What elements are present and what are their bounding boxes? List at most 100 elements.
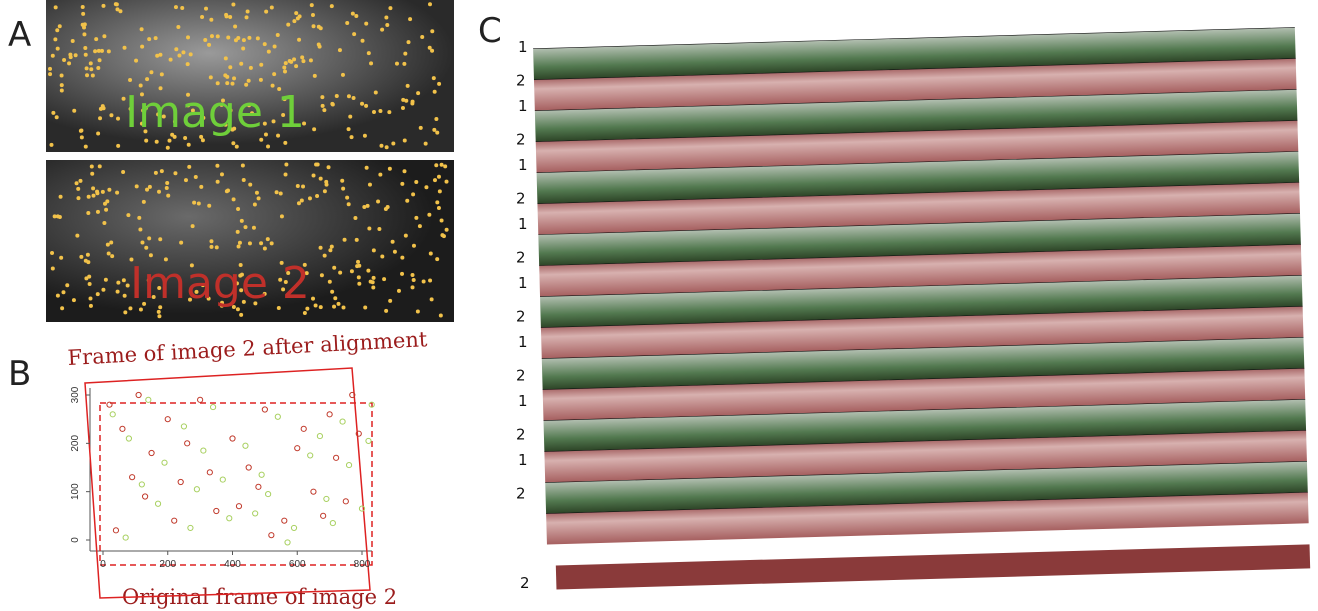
marker-dot — [366, 269, 370, 273]
marker-dot — [419, 126, 423, 130]
marker-dot — [352, 96, 356, 100]
row-label: 1 — [518, 274, 528, 292]
point — [330, 520, 335, 525]
marker-dot — [296, 184, 300, 188]
marker-dot — [354, 14, 358, 18]
marker-dot — [187, 143, 191, 147]
point — [107, 402, 112, 407]
original-frame — [100, 403, 372, 565]
marker-dot — [368, 183, 372, 187]
marker-dot — [319, 26, 323, 30]
marker-dot — [352, 32, 356, 36]
marker-dot — [247, 36, 251, 40]
marker-dot — [93, 49, 97, 53]
marker-dot — [147, 236, 151, 240]
marker-dot — [244, 225, 248, 229]
marker-dot — [430, 29, 434, 33]
marker-dot — [90, 172, 94, 176]
point — [246, 465, 251, 470]
marker-dot — [106, 243, 110, 247]
marker-dot — [435, 257, 439, 261]
point — [130, 475, 135, 480]
marker-dot — [259, 241, 263, 245]
marker-dot — [372, 276, 376, 280]
marker-dot — [123, 310, 127, 314]
marker-dot — [233, 25, 237, 29]
marker-dot — [320, 273, 324, 277]
marker-dot — [422, 280, 426, 284]
marker-dot — [311, 13, 315, 17]
marker-dot — [176, 25, 180, 29]
marker-dot — [242, 178, 246, 182]
marker-dot — [414, 216, 418, 220]
marker-dot — [255, 191, 259, 195]
marker-dot — [96, 292, 100, 296]
marker-dot — [216, 81, 220, 85]
marker-dot — [341, 187, 345, 191]
marker-dot — [134, 59, 138, 63]
row-label: 1 — [518, 215, 528, 233]
marker-dot — [241, 46, 245, 50]
marker-dot — [148, 185, 152, 189]
marker-dot — [84, 276, 88, 280]
row-label: 2 — [516, 367, 526, 385]
marker-dot — [187, 165, 191, 169]
marker-dot — [282, 66, 286, 70]
marker-dot — [50, 251, 54, 255]
marker-dot — [288, 59, 292, 63]
point — [317, 433, 322, 438]
point — [149, 450, 154, 455]
point — [334, 455, 339, 460]
marker-dot — [81, 5, 85, 9]
marker-dot — [89, 304, 93, 308]
marker-dot — [242, 38, 246, 42]
marker-dot — [397, 289, 401, 293]
marker-dot — [100, 49, 104, 53]
marker-dot — [107, 252, 111, 256]
point — [178, 479, 183, 484]
marker-dot — [61, 290, 65, 294]
marker-dot — [215, 164, 219, 168]
marker-dot — [428, 2, 432, 6]
marker-dot — [67, 61, 71, 65]
point — [230, 436, 235, 441]
point — [324, 496, 329, 501]
marker-dot — [280, 214, 284, 218]
marker-dot — [194, 175, 198, 179]
marker-dot — [350, 269, 354, 273]
marker-dot — [91, 73, 95, 77]
marker-dot — [328, 248, 332, 252]
marker-dot — [123, 294, 127, 298]
marker-dot — [84, 145, 88, 149]
marker-dot — [85, 66, 89, 70]
marker-dot — [369, 61, 373, 65]
image-caption: Image 2 — [130, 258, 310, 309]
marker-dot — [79, 255, 83, 259]
marker-dot — [330, 245, 334, 249]
marker-dot — [59, 256, 63, 260]
marker-dot — [364, 22, 368, 26]
marker-dot — [137, 216, 141, 220]
marker-dot — [239, 313, 243, 317]
marker-dot — [433, 90, 437, 94]
point — [136, 392, 141, 397]
marker-dot — [395, 62, 399, 66]
marker-dot — [191, 224, 195, 228]
marker-dot — [186, 35, 190, 39]
marker-dot — [377, 227, 381, 231]
marker-dot — [284, 172, 288, 176]
marker-dot — [283, 141, 287, 145]
marker-dot — [292, 19, 296, 23]
marker-dot — [411, 192, 415, 196]
marker-dot — [345, 196, 349, 200]
marker-dot — [276, 33, 280, 37]
point — [311, 489, 316, 494]
marker-dot — [440, 163, 444, 167]
marker-dot — [315, 194, 319, 198]
marker-dot — [201, 138, 205, 142]
marker-dot — [62, 58, 66, 62]
marker-dot — [98, 58, 102, 62]
marker-dot — [181, 50, 185, 54]
marker-dot — [303, 311, 307, 315]
caption: Frame of image 2 after alignment — [67, 327, 428, 370]
